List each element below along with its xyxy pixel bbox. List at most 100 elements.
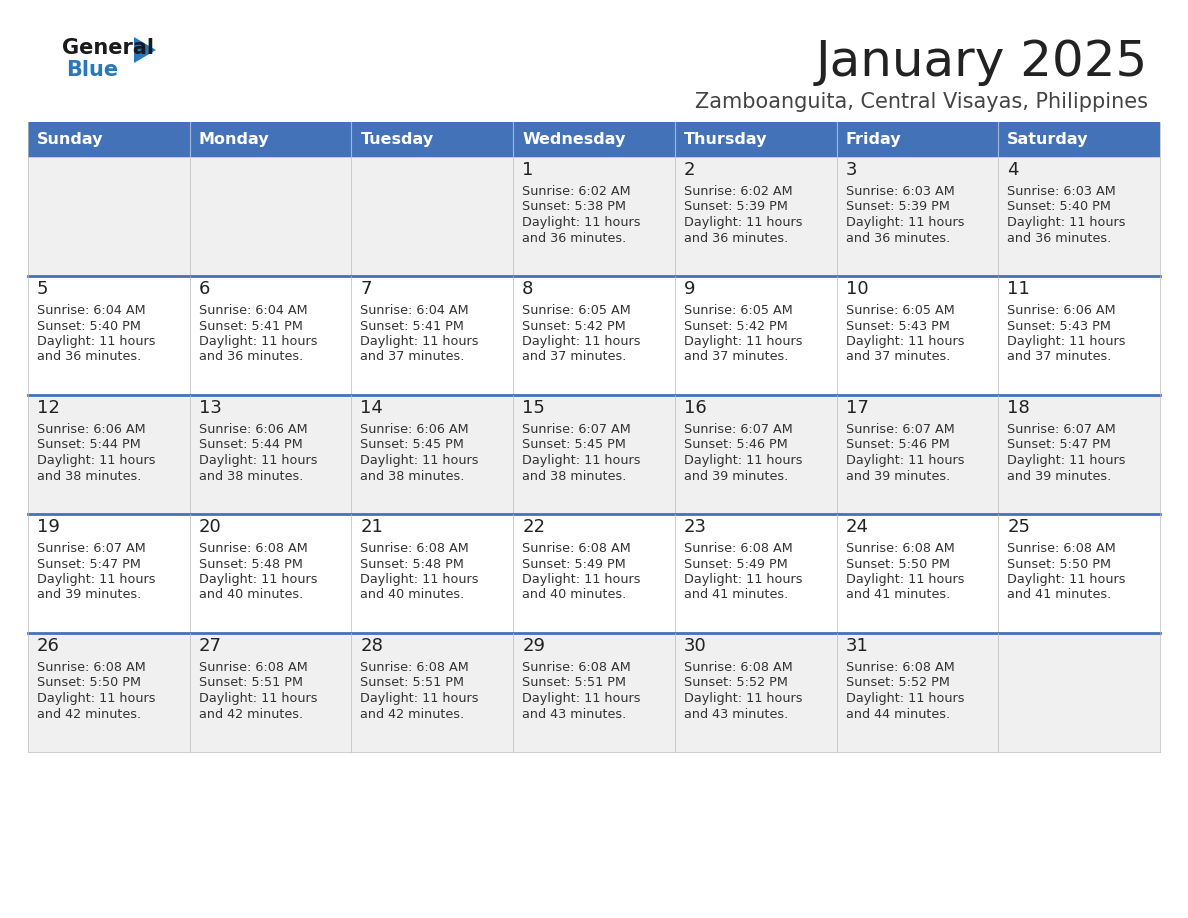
- Text: Sunset: 5:51 PM: Sunset: 5:51 PM: [523, 677, 626, 689]
- Text: Daylight: 11 hours: Daylight: 11 hours: [360, 454, 479, 467]
- Text: and 36 minutes.: and 36 minutes.: [1007, 231, 1112, 244]
- Text: and 44 minutes.: and 44 minutes.: [846, 708, 949, 721]
- Text: Sunrise: 6:08 AM: Sunrise: 6:08 AM: [846, 661, 954, 674]
- Text: 12: 12: [37, 399, 59, 417]
- Text: 14: 14: [360, 399, 384, 417]
- Text: 24: 24: [846, 518, 868, 536]
- Text: Daylight: 11 hours: Daylight: 11 hours: [846, 692, 965, 705]
- Text: and 40 minutes.: and 40 minutes.: [360, 588, 465, 601]
- Text: Daylight: 11 hours: Daylight: 11 hours: [37, 692, 156, 705]
- Text: Sunrise: 6:08 AM: Sunrise: 6:08 AM: [198, 661, 308, 674]
- Text: and 36 minutes.: and 36 minutes.: [684, 231, 788, 244]
- Text: Daylight: 11 hours: Daylight: 11 hours: [1007, 573, 1126, 586]
- Text: and 43 minutes.: and 43 minutes.: [684, 708, 788, 721]
- Text: Sunrise: 6:05 AM: Sunrise: 6:05 AM: [846, 304, 954, 317]
- Text: Sunrise: 6:08 AM: Sunrise: 6:08 AM: [360, 661, 469, 674]
- Text: January 2025: January 2025: [816, 38, 1148, 86]
- Text: Sunrise: 6:08 AM: Sunrise: 6:08 AM: [684, 661, 792, 674]
- Text: Sunrise: 6:08 AM: Sunrise: 6:08 AM: [1007, 542, 1116, 555]
- Text: Daylight: 11 hours: Daylight: 11 hours: [846, 335, 965, 348]
- Bar: [836, 122, 998, 157]
- Text: Daylight: 11 hours: Daylight: 11 hours: [846, 573, 965, 586]
- Text: General: General: [62, 38, 154, 58]
- Text: Sunrise: 6:08 AM: Sunrise: 6:08 AM: [523, 661, 631, 674]
- Text: 2: 2: [684, 161, 695, 179]
- Text: and 42 minutes.: and 42 minutes.: [360, 708, 465, 721]
- Text: Sunrise: 6:07 AM: Sunrise: 6:07 AM: [684, 423, 792, 436]
- Text: Daylight: 11 hours: Daylight: 11 hours: [1007, 216, 1126, 229]
- Text: 30: 30: [684, 637, 707, 655]
- Text: Sunset: 5:46 PM: Sunset: 5:46 PM: [684, 439, 788, 452]
- Text: and 40 minutes.: and 40 minutes.: [198, 588, 303, 601]
- Text: Daylight: 11 hours: Daylight: 11 hours: [523, 692, 640, 705]
- Text: 21: 21: [360, 518, 384, 536]
- Text: 7: 7: [360, 280, 372, 298]
- Text: 8: 8: [523, 280, 533, 298]
- Text: Daylight: 11 hours: Daylight: 11 hours: [198, 335, 317, 348]
- Text: Sunset: 5:38 PM: Sunset: 5:38 PM: [523, 200, 626, 214]
- Text: and 38 minutes.: and 38 minutes.: [360, 469, 465, 483]
- Text: Daylight: 11 hours: Daylight: 11 hours: [198, 692, 317, 705]
- Text: Zamboanguita, Central Visayas, Philippines: Zamboanguita, Central Visayas, Philippin…: [695, 92, 1148, 112]
- Text: Sunrise: 6:06 AM: Sunrise: 6:06 AM: [37, 423, 146, 436]
- Text: 11: 11: [1007, 280, 1030, 298]
- Text: Sunset: 5:39 PM: Sunset: 5:39 PM: [846, 200, 949, 214]
- Text: Tuesday: Tuesday: [360, 132, 434, 147]
- Text: Sunrise: 6:02 AM: Sunrise: 6:02 AM: [684, 185, 792, 198]
- Text: Sunrise: 6:08 AM: Sunrise: 6:08 AM: [846, 542, 954, 555]
- Text: Sunset: 5:48 PM: Sunset: 5:48 PM: [198, 557, 303, 570]
- Text: Sunrise: 6:07 AM: Sunrise: 6:07 AM: [1007, 423, 1116, 436]
- Text: and 42 minutes.: and 42 minutes.: [37, 708, 141, 721]
- Text: and 41 minutes.: and 41 minutes.: [846, 588, 950, 601]
- Text: Daylight: 11 hours: Daylight: 11 hours: [1007, 454, 1126, 467]
- Bar: [513, 122, 675, 157]
- Text: 28: 28: [360, 637, 384, 655]
- Text: and 36 minutes.: and 36 minutes.: [198, 351, 303, 364]
- Text: Daylight: 11 hours: Daylight: 11 hours: [360, 692, 479, 705]
- Text: Sunset: 5:44 PM: Sunset: 5:44 PM: [198, 439, 303, 452]
- Text: Daylight: 11 hours: Daylight: 11 hours: [37, 335, 156, 348]
- Text: Sunrise: 6:08 AM: Sunrise: 6:08 AM: [360, 542, 469, 555]
- Text: Daylight: 11 hours: Daylight: 11 hours: [684, 573, 802, 586]
- Text: 26: 26: [37, 637, 59, 655]
- Text: 4: 4: [1007, 161, 1019, 179]
- Text: Sunrise: 6:03 AM: Sunrise: 6:03 AM: [1007, 185, 1116, 198]
- Text: Sunset: 5:48 PM: Sunset: 5:48 PM: [360, 557, 465, 570]
- Text: Sunrise: 6:04 AM: Sunrise: 6:04 AM: [360, 304, 469, 317]
- Text: and 39 minutes.: and 39 minutes.: [37, 588, 141, 601]
- Text: Sunset: 5:42 PM: Sunset: 5:42 PM: [523, 319, 626, 332]
- Text: Daylight: 11 hours: Daylight: 11 hours: [37, 454, 156, 467]
- Text: Daylight: 11 hours: Daylight: 11 hours: [684, 335, 802, 348]
- Text: Daylight: 11 hours: Daylight: 11 hours: [684, 692, 802, 705]
- Text: Wednesday: Wednesday: [523, 132, 626, 147]
- Text: 18: 18: [1007, 399, 1030, 417]
- Text: Sunrise: 6:03 AM: Sunrise: 6:03 AM: [846, 185, 954, 198]
- Text: and 39 minutes.: and 39 minutes.: [846, 469, 950, 483]
- Text: Sunrise: 6:06 AM: Sunrise: 6:06 AM: [360, 423, 469, 436]
- Text: Daylight: 11 hours: Daylight: 11 hours: [360, 573, 479, 586]
- Text: 6: 6: [198, 280, 210, 298]
- Text: and 36 minutes.: and 36 minutes.: [37, 351, 141, 364]
- Text: and 38 minutes.: and 38 minutes.: [523, 469, 626, 483]
- Text: Daylight: 11 hours: Daylight: 11 hours: [523, 573, 640, 586]
- Text: Sunrise: 6:08 AM: Sunrise: 6:08 AM: [37, 661, 146, 674]
- Text: Sunrise: 6:02 AM: Sunrise: 6:02 AM: [523, 185, 631, 198]
- Text: Sunrise: 6:08 AM: Sunrise: 6:08 AM: [523, 542, 631, 555]
- Text: and 37 minutes.: and 37 minutes.: [846, 351, 950, 364]
- Text: 25: 25: [1007, 518, 1030, 536]
- Text: and 37 minutes.: and 37 minutes.: [1007, 351, 1112, 364]
- Text: Sunset: 5:49 PM: Sunset: 5:49 PM: [523, 557, 626, 570]
- Bar: [29, 395, 1159, 514]
- Text: 13: 13: [198, 399, 222, 417]
- Text: Sunset: 5:45 PM: Sunset: 5:45 PM: [523, 439, 626, 452]
- Bar: [29, 157, 1159, 276]
- Text: Sunset: 5:41 PM: Sunset: 5:41 PM: [360, 319, 465, 332]
- Text: Sunset: 5:52 PM: Sunset: 5:52 PM: [846, 677, 949, 689]
- Text: Sunset: 5:39 PM: Sunset: 5:39 PM: [684, 200, 788, 214]
- Bar: [190, 122, 352, 157]
- Text: Sunrise: 6:08 AM: Sunrise: 6:08 AM: [684, 542, 792, 555]
- Text: Sunset: 5:51 PM: Sunset: 5:51 PM: [360, 677, 465, 689]
- Text: Sunday: Sunday: [37, 132, 103, 147]
- Text: and 43 minutes.: and 43 minutes.: [523, 708, 626, 721]
- Text: Sunset: 5:50 PM: Sunset: 5:50 PM: [37, 677, 141, 689]
